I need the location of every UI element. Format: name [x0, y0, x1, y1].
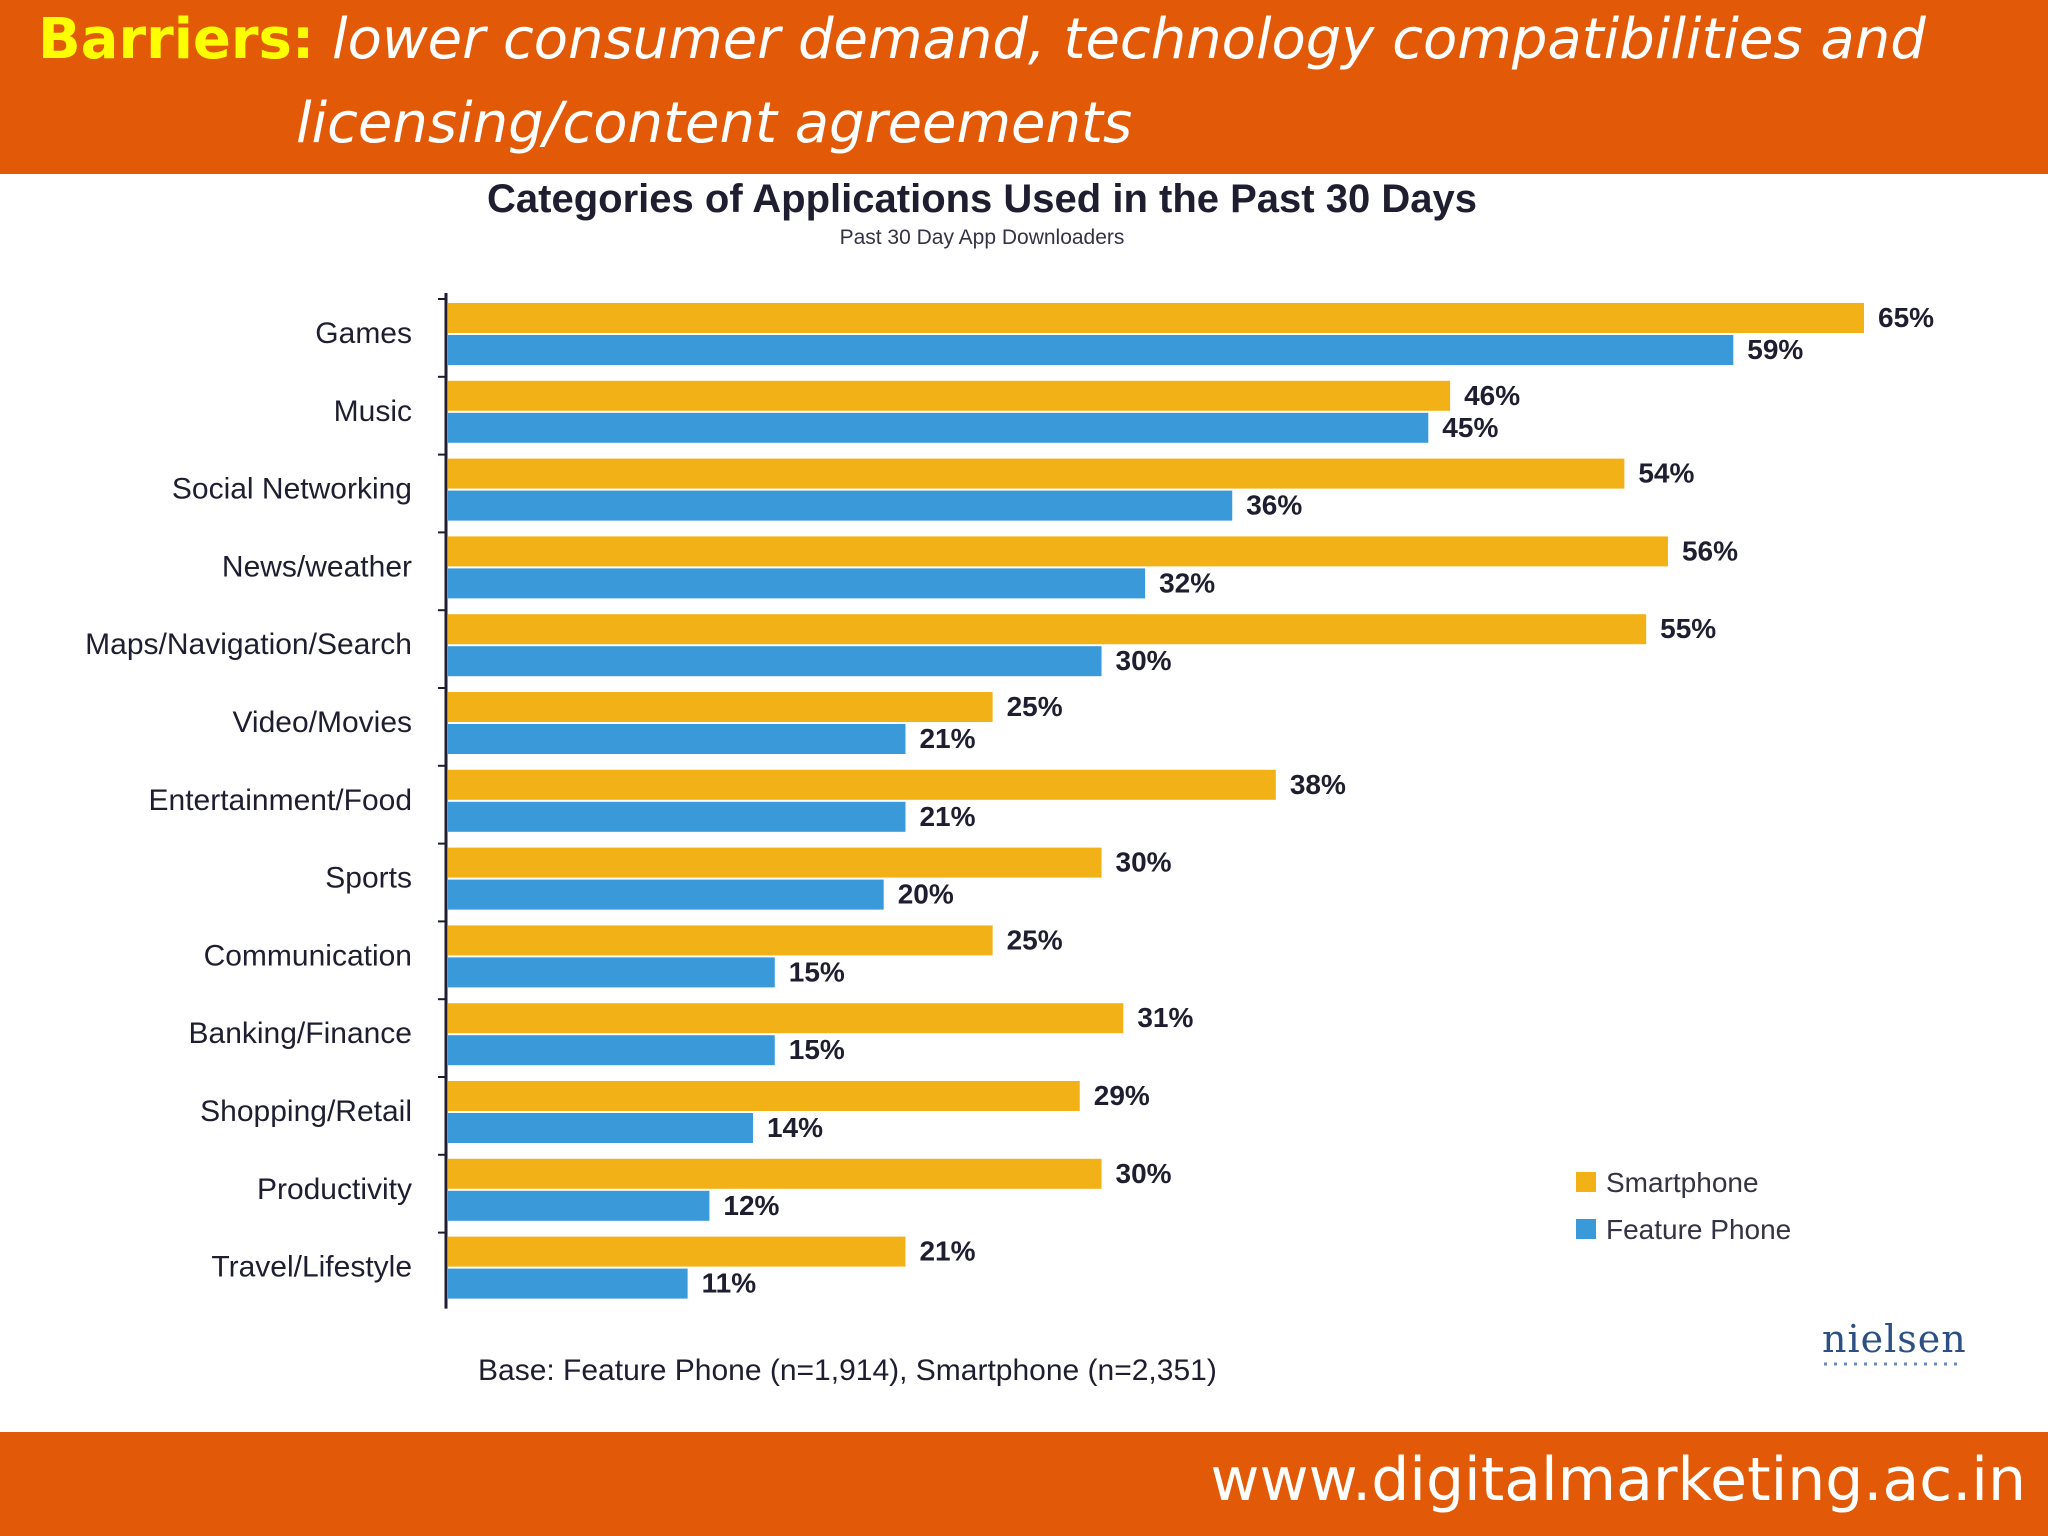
- category-label: Games: [315, 317, 412, 350]
- feature-phone-bar: [448, 879, 884, 910]
- smartphone-value-label: 25%: [1007, 924, 1063, 955]
- feature-phone-value-label: 12%: [723, 1190, 779, 1221]
- smartphone-bar: [448, 925, 993, 956]
- legend-feature-phone-swatch: [1576, 1219, 1596, 1239]
- smartphone-bar: [448, 1081, 1080, 1111]
- smartphone-value-label: 65%: [1878, 302, 1934, 333]
- feature-phone-value-label: 45%: [1442, 412, 1498, 443]
- smartphone-value-label: 56%: [1682, 535, 1738, 566]
- feature-phone-value-label: 15%: [789, 1034, 845, 1065]
- smartphone-value-label: 21%: [919, 1236, 975, 1267]
- feature-phone-value-label: 14%: [767, 1112, 823, 1143]
- feature-phone-value-label: 21%: [919, 801, 975, 832]
- feature-phone-bar: [448, 412, 1429, 443]
- barriers-text-line-1: lower consumer demand, technology compat…: [332, 7, 1926, 72]
- feature-phone-bar: [448, 1113, 753, 1143]
- feature-phone-value-label: 36%: [1246, 490, 1302, 521]
- chart-footnote: Base: Feature Phone (n=1,914), Smartphon…: [478, 1354, 1217, 1387]
- smartphone-value-label: 46%: [1464, 380, 1520, 411]
- feature-phone-value-label: 21%: [919, 723, 975, 754]
- smartphone-bar: [448, 1236, 906, 1267]
- category-label: Shopping/Retail: [200, 1095, 412, 1128]
- smartphone-value-label: 30%: [1116, 1158, 1172, 1189]
- site-url[interactable]: www.digitalmarketing.ac.in: [1210, 1445, 2026, 1515]
- smartphone-bar: [448, 303, 1864, 333]
- legend-smartphone-swatch: [1576, 1172, 1596, 1192]
- smartphone-value-label: 38%: [1290, 769, 1346, 800]
- barriers-label: Barriers:: [38, 7, 315, 72]
- category-label: Communication: [204, 939, 412, 972]
- category-label: Video/Movies: [232, 706, 412, 739]
- feature-phone-bar: [448, 1268, 688, 1299]
- smartphone-value-label: 55%: [1660, 613, 1716, 644]
- feature-phone-bar: [448, 1190, 710, 1221]
- smartphone-bar: [448, 847, 1102, 878]
- category-label: News/weather: [222, 550, 412, 583]
- feature-phone-bar: [448, 568, 1146, 599]
- smartphone-value-label: 31%: [1137, 1002, 1193, 1033]
- smartphone-bar: [448, 769, 1276, 800]
- bottom-banner: www.digitalmarketing.ac.in: [0, 1432, 2048, 1536]
- feature-phone-value-label: 20%: [898, 879, 954, 910]
- smartphone-bar: [448, 458, 1625, 489]
- feature-phone-value-label: 59%: [1747, 334, 1803, 365]
- nielsen-logo: nielsen: [1822, 1317, 1967, 1361]
- chart-subtitle: Past 30 Day App Downloaders: [840, 226, 1125, 249]
- legend-smartphone-label: Smartphone: [1606, 1167, 1759, 1198]
- feature-phone-bar: [448, 646, 1102, 677]
- feature-phone-value-label: 30%: [1116, 645, 1172, 676]
- smartphone-value-label: 54%: [1638, 458, 1694, 489]
- top-banner: Barriers: lower consumer demand, technol…: [0, 0, 2048, 174]
- feature-phone-value-label: 15%: [789, 956, 845, 987]
- barriers-line-1: Barriers: lower consumer demand, technol…: [38, 12, 1926, 68]
- category-label: Entertainment/Food: [149, 784, 412, 817]
- smartphone-value-label: 25%: [1007, 691, 1063, 722]
- category-label: Travel/Lifestyle: [211, 1251, 412, 1284]
- category-label: Productivity: [257, 1173, 412, 1206]
- smartphone-bar: [448, 692, 993, 722]
- category-label: Music: [334, 395, 412, 428]
- chart-panel: Categories of Applications Used in the P…: [0, 174, 2048, 1432]
- smartphone-bar: [448, 614, 1647, 645]
- feature-phone-value-label: 11%: [702, 1268, 757, 1299]
- category-label: Social Networking: [172, 473, 412, 506]
- category-label: Maps/Navigation/Search: [85, 628, 412, 661]
- barriers-text-line-2: licensing/content agreements: [296, 91, 1133, 156]
- feature-phone-bar: [448, 1035, 775, 1066]
- feature-phone-bar: [448, 957, 775, 988]
- smartphone-bar: [448, 380, 1451, 411]
- chart-title: Categories of Applications Used in the P…: [487, 177, 1477, 221]
- category-label: Banking/Finance: [189, 1017, 412, 1050]
- feature-phone-bar: [448, 801, 906, 832]
- legend-feature-phone-label: Feature Phone: [1606, 1214, 1791, 1245]
- smartphone-value-label: 30%: [1116, 847, 1172, 878]
- smartphone-bar: [448, 1158, 1102, 1189]
- feature-phone-bar: [448, 490, 1233, 521]
- feature-phone-bar: [448, 724, 906, 754]
- bar-chart: Categories of Applications Used in the P…: [85, 177, 1967, 1387]
- feature-phone-value-label: 32%: [1159, 567, 1215, 598]
- smartphone-value-label: 29%: [1094, 1080, 1150, 1111]
- smartphone-bar: [448, 1003, 1124, 1034]
- smartphone-bar: [448, 536, 1668, 567]
- feature-phone-bar: [448, 335, 1734, 365]
- category-label: Sports: [325, 862, 412, 895]
